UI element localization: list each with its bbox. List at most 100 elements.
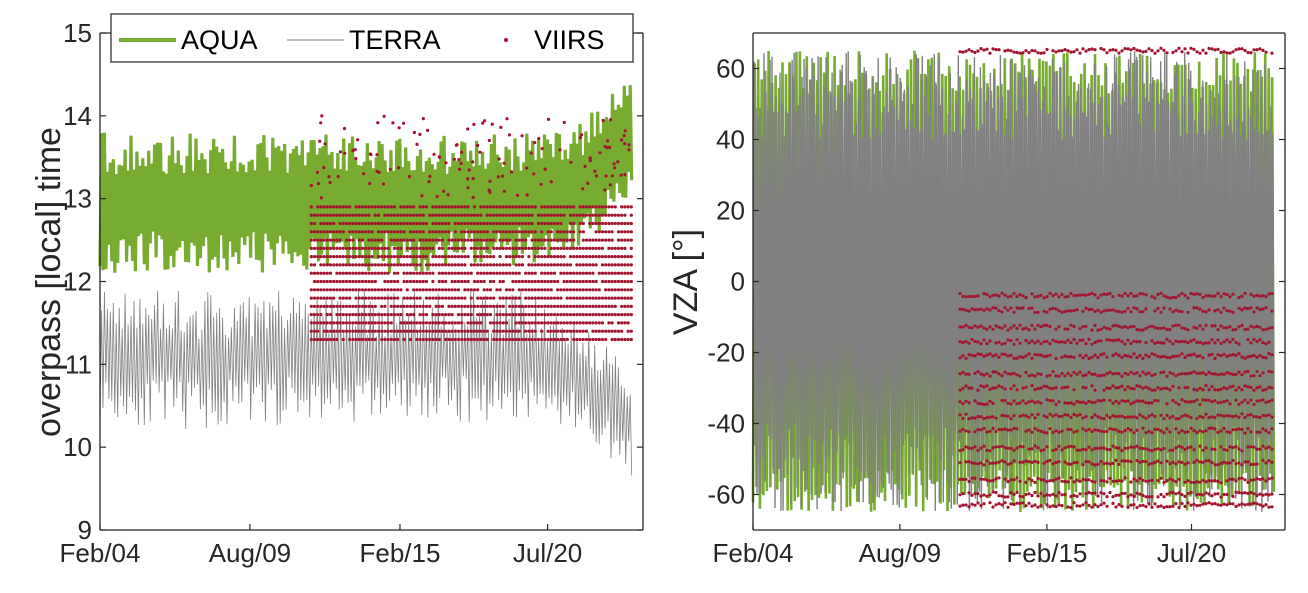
viirs-point [386,271,390,275]
viirs-point [360,230,365,234]
viirs-point [476,329,480,333]
viirs-point [351,246,355,250]
viirs-point [540,279,544,284]
viirs-point [536,288,541,292]
viirs-point [325,238,329,242]
viirs-point [412,255,416,259]
viirs-point [1174,417,1178,421]
viirs-point [552,329,557,333]
viirs-point [1108,398,1112,402]
viirs-point [1168,296,1172,300]
viirs-point [1102,373,1106,377]
viirs-point [1132,494,1136,498]
viirs-point [556,321,560,325]
viirs-point [973,461,977,465]
viirs-point [1000,385,1004,389]
viirs-point [524,271,528,275]
viirs-point [1132,415,1136,419]
viirs-point [517,255,521,259]
viirs-point [982,463,986,467]
viirs-point [1114,399,1118,403]
viirs-point [1072,294,1076,298]
viirs-point [485,296,489,300]
viirs-point [600,221,605,226]
viirs-point [964,372,968,376]
viirs-point [536,321,541,325]
viirs-point [1009,402,1013,406]
viirs-point [444,329,448,333]
viirs-point [594,337,598,342]
viirs-point [997,340,1001,344]
viirs-point [316,288,320,292]
viirs-point [312,329,317,333]
viirs-point [1045,374,1049,378]
viirs-point [973,371,977,375]
viirs-point [964,49,968,53]
viirs-point [536,279,541,284]
viirs-point [412,321,416,325]
viirs-point [453,263,457,267]
viirs-point [316,213,320,217]
viirs-point [597,205,601,209]
viirs-point [517,329,521,333]
viirs-point [415,304,419,308]
viirs-point [1207,370,1211,374]
viirs-point [1231,328,1235,332]
viirs-point [622,134,626,138]
viirs-point [1162,306,1166,310]
viirs-point [360,246,365,250]
viirs-point [447,221,451,226]
viirs-point [1198,402,1202,407]
viirs-point [994,48,998,52]
viirs-point [504,313,509,317]
viirs-point [453,255,457,259]
viirs-point [469,246,473,250]
viirs-point [341,213,345,217]
viirs-point [1009,502,1013,506]
viirs-point [964,340,968,344]
viirs-point [1258,430,1262,434]
viirs-point [1180,501,1184,506]
viirs-point [376,313,381,317]
viirs-point [1264,295,1268,299]
viirs-point [1111,427,1115,431]
viirs-point [1183,462,1187,466]
viirs-point [623,313,627,317]
viirs-point [1051,504,1055,508]
viirs-point [1108,386,1112,390]
viirs-point [610,213,614,217]
viirs-point [1075,308,1079,312]
viirs-point [396,329,400,333]
viirs-point [335,230,339,234]
viirs-point [1123,459,1127,463]
viirs-point [1177,506,1181,510]
viirs-point [967,401,971,405]
viirs-point [1024,459,1028,463]
viirs-point [964,356,968,360]
viirs-point [487,138,491,143]
viirs-point [373,205,377,209]
viirs-point [479,329,483,333]
viirs-point [380,230,384,234]
viirs-point [533,230,537,234]
viirs-point [1141,328,1145,332]
viirs-point [508,255,512,259]
viirs-point [536,296,541,300]
viirs-point [1168,430,1172,434]
viirs-point [431,288,435,292]
viirs-point [1009,306,1013,310]
viirs-point [1051,430,1055,434]
viirs-point [1063,480,1067,484]
viirs-point [1111,353,1115,358]
viirs-point [591,205,595,209]
viirs-point [1126,399,1130,403]
viirs-point [543,296,547,300]
viirs-point [578,136,583,140]
viirs-point [415,321,419,325]
viirs-point [1039,449,1043,453]
viirs-point [1150,478,1154,482]
viirs-point [1255,447,1259,451]
viirs-point [578,329,582,333]
viirs-point [1135,399,1139,403]
viirs-point [597,288,601,292]
